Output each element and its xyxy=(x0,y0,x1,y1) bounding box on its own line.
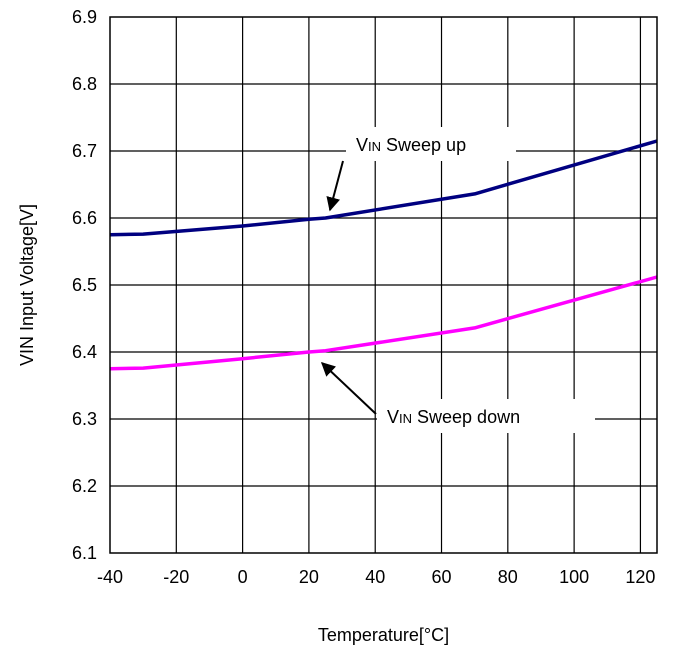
x-tick-label: -40 xyxy=(97,567,123,587)
annotation-box xyxy=(377,399,595,433)
plot-frame xyxy=(109,16,658,554)
x-tick-label: 100 xyxy=(559,567,589,587)
x-tick-label: -20 xyxy=(163,567,189,587)
x-tick-label: 120 xyxy=(625,567,655,587)
y-tick-label: 6.4 xyxy=(72,342,97,362)
annotations: VIN Sweep up VIN Sweep down xyxy=(320,127,595,433)
y-tick-label: 6.1 xyxy=(72,543,97,563)
x-tick-label: 0 xyxy=(238,567,248,587)
annotation-sweep-up: VIN Sweep up xyxy=(326,127,516,212)
x-axis-label: Temperature[°C] xyxy=(318,625,449,645)
y-tick-labels: 6.1 6.2 6.3 6.4 6.5 6.6 6.7 6.8 6.9 xyxy=(72,7,97,563)
y-axis-label: VIN Input Voltage[V] xyxy=(17,204,37,366)
series-line-1 xyxy=(109,139,658,237)
annotation-arrow xyxy=(326,160,344,212)
x-tick-labels: -40 -20 0 20 40 60 80 100 120 xyxy=(97,567,655,587)
y-tick-label: 6.9 xyxy=(72,7,97,27)
y-tick-label: 6.6 xyxy=(72,208,97,228)
y-tick-label: 6.3 xyxy=(72,409,97,429)
y-tick-label: 6.5 xyxy=(72,275,97,295)
x-tick-label: 60 xyxy=(431,567,451,587)
annotation-box xyxy=(346,127,516,161)
x-tick-label: 40 xyxy=(365,567,385,587)
annotation-label: VIN Sweep up xyxy=(356,135,466,155)
annotation-label: VIN Sweep down xyxy=(387,407,520,427)
y-tick-label: 6.2 xyxy=(72,476,97,496)
series-line-2 xyxy=(109,275,658,371)
y-tick-label: 6.7 xyxy=(72,141,97,161)
series-lines xyxy=(109,139,658,371)
annotation-sweep-down: VIN Sweep down xyxy=(320,362,595,433)
x-tick-label: 80 xyxy=(498,567,518,587)
y-tick-label: 6.8 xyxy=(72,74,97,94)
x-tick-label: 20 xyxy=(299,567,319,587)
annotation-arrow xyxy=(320,362,377,415)
